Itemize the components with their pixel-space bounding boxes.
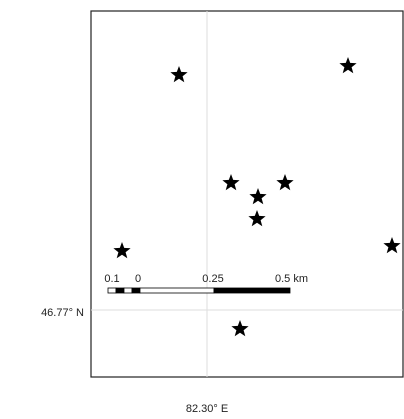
latitude-label: 46.77° N <box>41 307 84 319</box>
star-marker <box>339 57 357 74</box>
star-marker <box>170 66 188 83</box>
scale-segment <box>131 287 141 294</box>
star-marker <box>248 210 266 227</box>
star-marker <box>113 242 131 259</box>
star-marker <box>231 320 249 337</box>
star-marker <box>222 174 240 191</box>
scale-segment <box>213 287 291 294</box>
scale-label: 0 <box>135 273 141 285</box>
scale-segment <box>115 287 125 294</box>
star-marker <box>249 188 267 205</box>
scale-label: 0.5 km <box>275 273 308 285</box>
map-frame <box>90 10 404 378</box>
scale-label: 0.25 <box>202 273 223 285</box>
scale-segment <box>107 287 117 294</box>
site-markers <box>113 57 401 337</box>
scale-bar: 0.1 0 0.25 0.5 km <box>104 273 308 294</box>
scale-label: 0.1 <box>104 273 119 285</box>
scale-segment <box>139 287 215 294</box>
scale-segment <box>123 287 133 294</box>
star-marker <box>383 237 401 254</box>
longitude-label: 82.30° E <box>186 403 228 415</box>
star-marker <box>276 174 294 191</box>
